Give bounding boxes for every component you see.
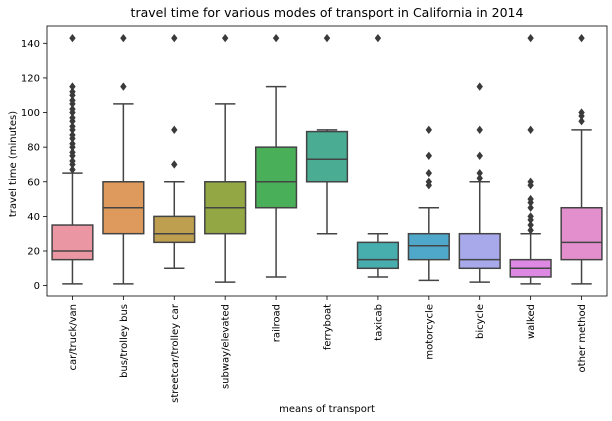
x-tick-label: walked bbox=[526, 304, 537, 339]
x-tick-label: streetcar/trolley car bbox=[170, 303, 181, 403]
x-tick-label: subway/elevated bbox=[221, 304, 232, 389]
x-tick-label: other method bbox=[577, 304, 588, 372]
outlier-point bbox=[527, 177, 534, 186]
outlier-point bbox=[476, 168, 483, 178]
outlier-point bbox=[527, 194, 534, 204]
outlier-point bbox=[69, 148, 76, 157]
outlier-point bbox=[578, 108, 585, 117]
y-tick-label: 0 bbox=[34, 281, 40, 292]
outlier-point bbox=[578, 33, 585, 43]
outlier-point bbox=[171, 33, 178, 43]
y-tick-label: 60 bbox=[27, 177, 40, 188]
outlier-point bbox=[323, 33, 331, 43]
outlier-point bbox=[527, 33, 534, 43]
outlier-point bbox=[425, 125, 433, 135]
outlier-point bbox=[69, 82, 76, 91]
outlier-point bbox=[171, 160, 178, 169]
x-axis-label: means of transport bbox=[279, 404, 375, 415]
outlier-point bbox=[69, 33, 76, 43]
x-tick-label: bicycle bbox=[475, 304, 486, 339]
outlier-point bbox=[69, 122, 76, 131]
chart-title: travel time for various modes of transpo… bbox=[131, 5, 524, 20]
outlier-point bbox=[120, 33, 127, 43]
outlier-point bbox=[527, 212, 534, 221]
box bbox=[356, 241, 400, 270]
y-tick-label: 40 bbox=[27, 212, 40, 223]
outlier-point bbox=[476, 82, 483, 91]
box bbox=[458, 232, 501, 270]
box bbox=[560, 206, 603, 261]
y-tick-label: 20 bbox=[27, 247, 40, 258]
y-tick-label: 100 bbox=[21, 108, 40, 119]
y-tick-label: 120 bbox=[21, 73, 40, 84]
outlier-point bbox=[69, 113, 76, 122]
outlier-point bbox=[527, 203, 534, 212]
outlier-point bbox=[69, 87, 76, 96]
x-tick-label: ferryboat bbox=[323, 304, 334, 350]
plot-area: 0 20 40 60 80 100 120 140 car/truck/van bus/troll… bbox=[21, 25, 608, 403]
outlier-point bbox=[69, 139, 76, 148]
outlier-point bbox=[272, 33, 280, 43]
outlier-point bbox=[476, 174, 483, 183]
outlier-point bbox=[425, 168, 433, 178]
outlier-point bbox=[578, 117, 585, 126]
outlier-point bbox=[171, 125, 178, 135]
outlier-point bbox=[527, 125, 534, 135]
box bbox=[407, 232, 450, 261]
outlier-point bbox=[69, 165, 76, 174]
outlier-point bbox=[527, 226, 534, 235]
x-tick-label: motorcycle bbox=[424, 304, 435, 360]
x-tick-label: taxicab bbox=[373, 304, 384, 341]
outlier-point bbox=[69, 156, 76, 166]
outlier-point bbox=[120, 82, 127, 91]
outlier-point bbox=[476, 125, 483, 135]
outlier-point bbox=[69, 104, 76, 114]
outlier-point bbox=[476, 151, 483, 160]
x-tick-label: railroad bbox=[272, 304, 283, 342]
y-axis-label: travel time (minutes) bbox=[8, 111, 19, 217]
box bbox=[153, 215, 196, 244]
x-tick-label: bus/trolley bus bbox=[119, 304, 130, 378]
outlier-point bbox=[69, 130, 76, 140]
x-tick-label: car/truck/van bbox=[68, 304, 79, 371]
outlier-point bbox=[425, 177, 433, 186]
outlier-point bbox=[221, 33, 229, 43]
y-tick-label: 80 bbox=[27, 143, 40, 154]
outlier-point bbox=[69, 96, 76, 105]
outlier-point bbox=[527, 220, 534, 230]
y-tick-label: 140 bbox=[21, 39, 40, 50]
box bbox=[254, 146, 298, 209]
box bbox=[51, 224, 94, 261]
outlier-point bbox=[425, 151, 433, 160]
outlier-point bbox=[374, 33, 382, 43]
box bbox=[305, 130, 349, 183]
